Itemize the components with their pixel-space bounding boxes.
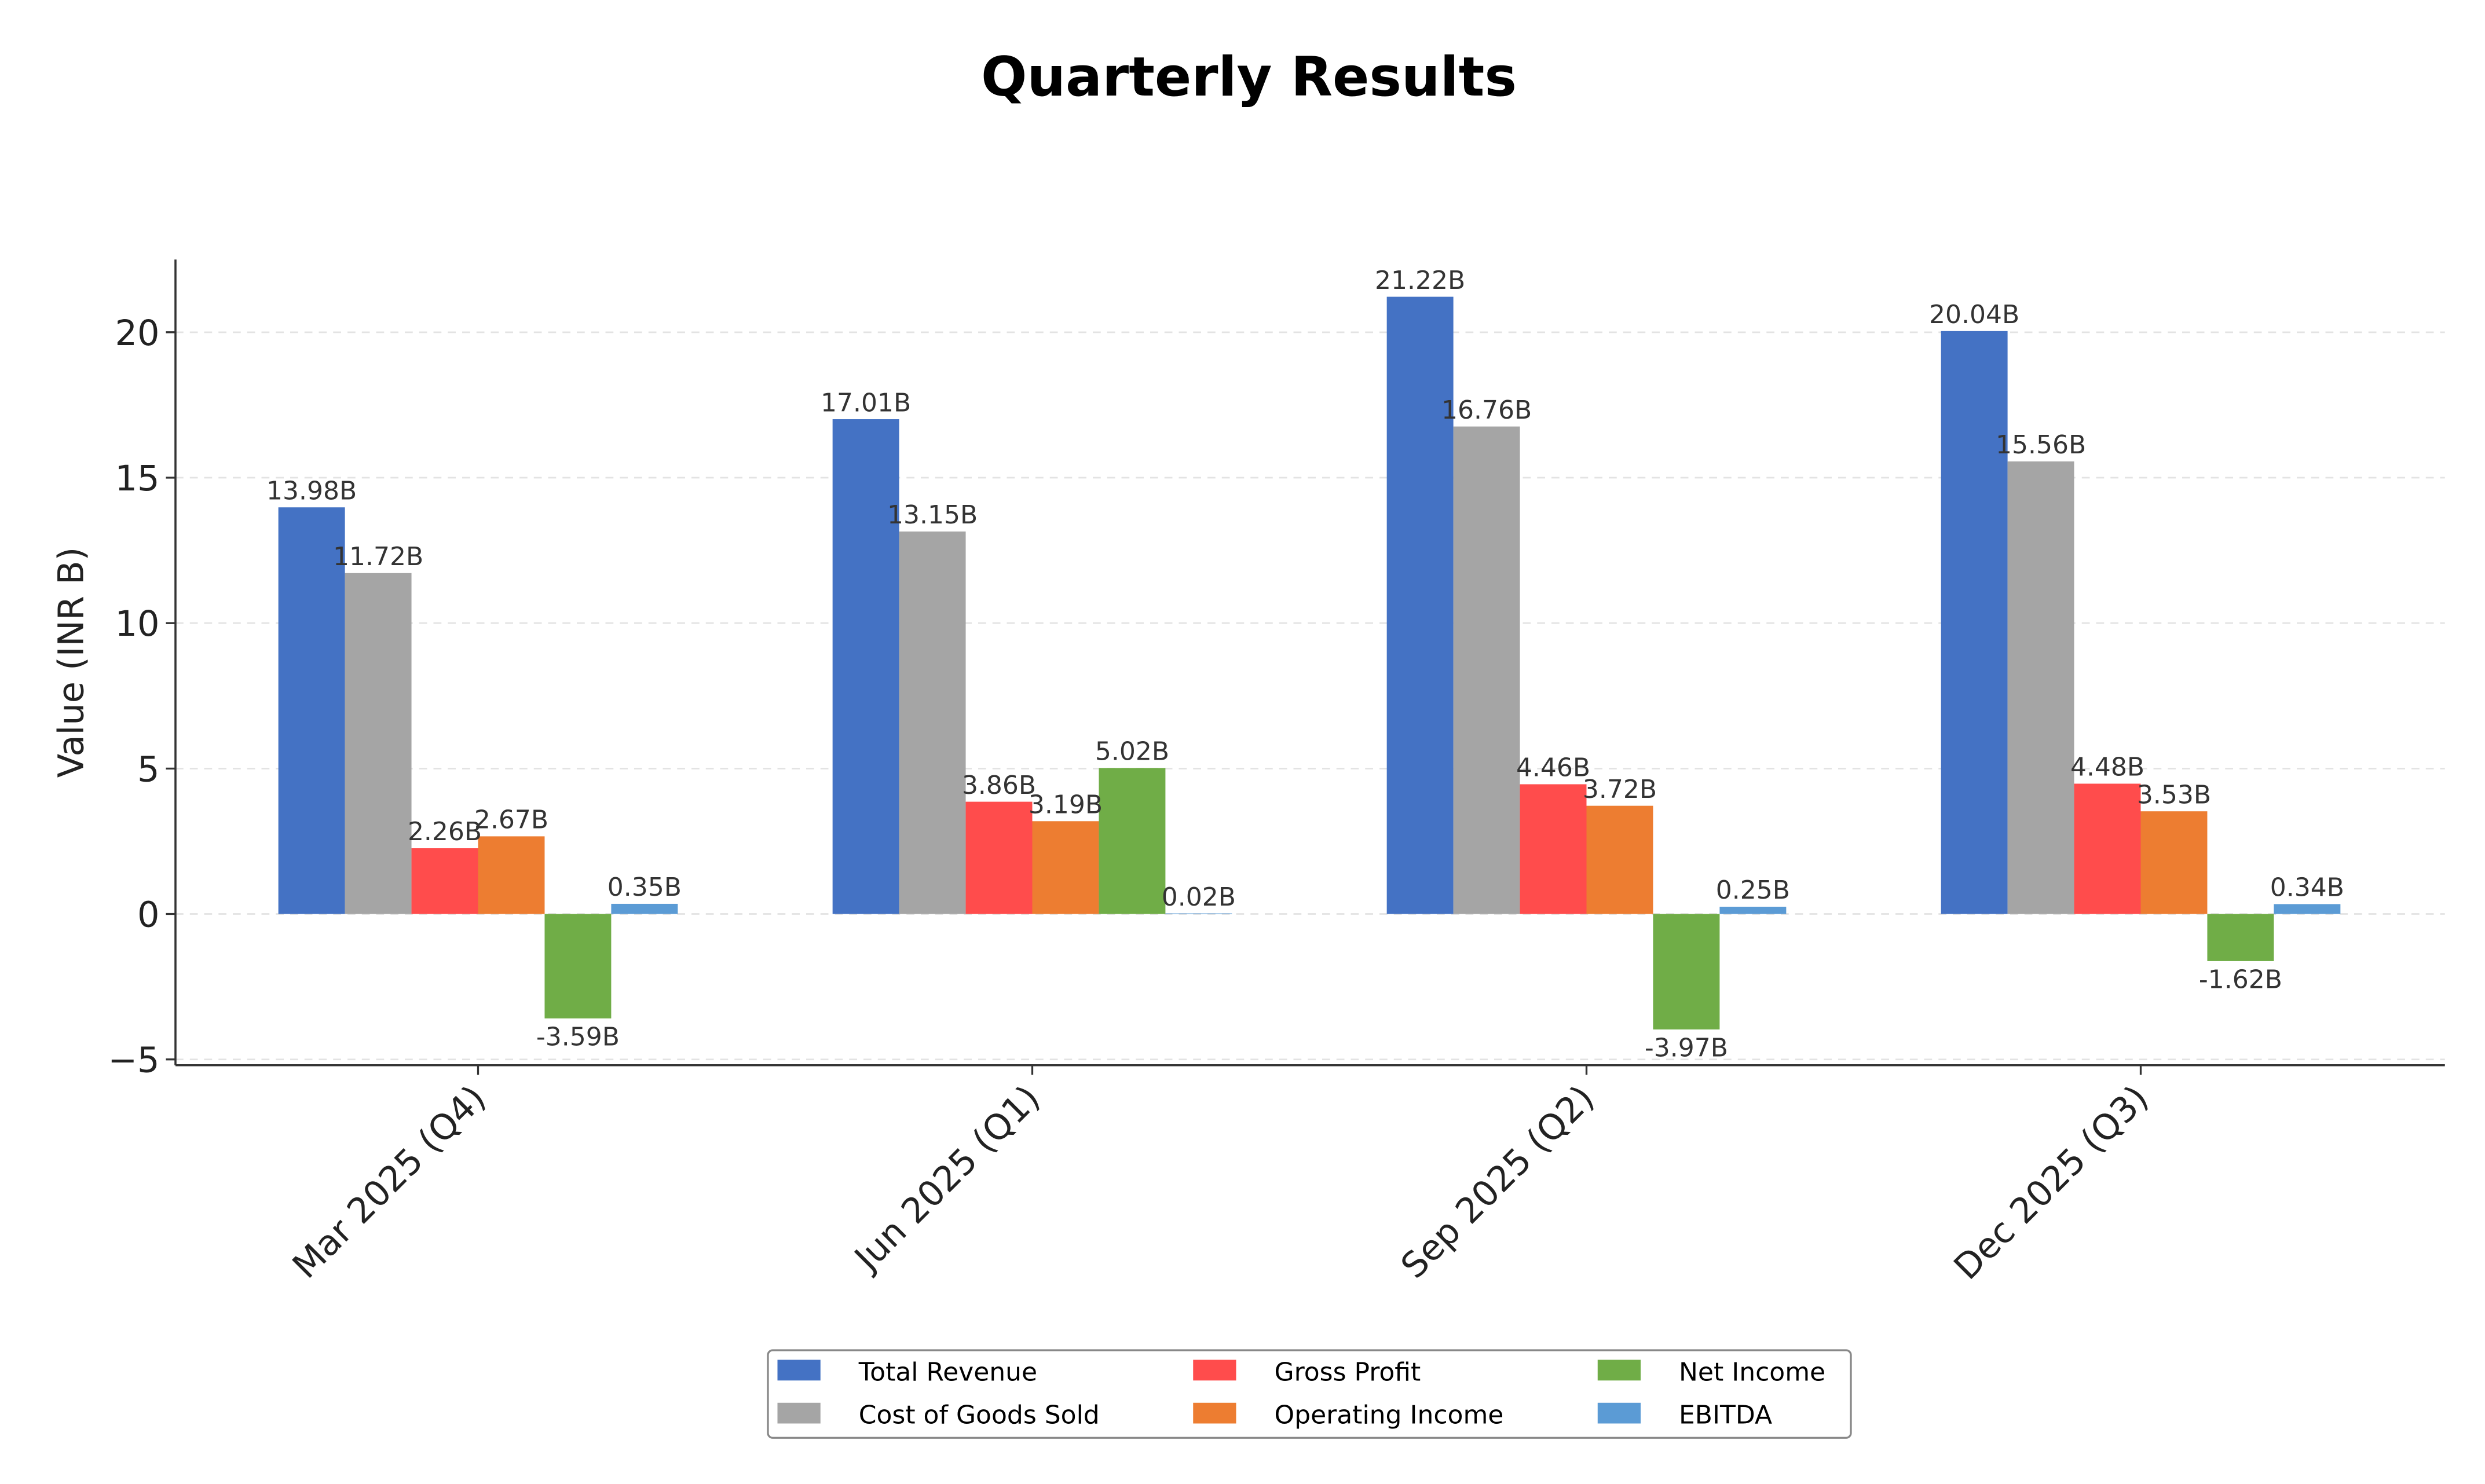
data-label: 13.98B	[266, 476, 357, 505]
y-tick-label: −5	[108, 1040, 159, 1081]
data-label: 5.02B	[1095, 737, 1169, 767]
data-label: 3.53B	[2137, 780, 2211, 809]
bar	[1520, 784, 1587, 914]
y-tick-label: 15	[115, 459, 160, 499]
data-label: 0.35B	[607, 873, 682, 902]
data-label: 16.76B	[1441, 395, 1532, 425]
legend-label: EBITDA	[1679, 1401, 1772, 1430]
y-tick-label: 10	[115, 604, 160, 644]
bars	[278, 296, 2341, 1029]
data-label: 3.72B	[1583, 775, 1657, 804]
legend-label: Cost of Goods Sold	[859, 1401, 1100, 1430]
data-label: 11.72B	[333, 542, 423, 571]
data-label: 2.67B	[474, 805, 548, 835]
x-tick-label: Sep 2025 (Q2)	[1393, 1078, 1602, 1286]
legend-swatch	[1193, 1360, 1236, 1381]
data-label: 2.26B	[408, 817, 482, 847]
data-label: -1.62B	[2199, 965, 2282, 995]
data-label: 3.86B	[962, 771, 1036, 800]
chart-title: Quarterly Results	[981, 46, 1517, 109]
legend-label: Gross Profit	[1275, 1357, 1421, 1387]
x-tick-label: Mar 2025 (Q4)	[285, 1078, 494, 1287]
bar	[1099, 768, 1166, 914]
bar	[2140, 811, 2208, 914]
data-label: 20.04B	[1929, 300, 2019, 329]
data-label: 3.19B	[1029, 790, 1103, 820]
data-label: 0.25B	[1716, 875, 1790, 905]
bar	[1719, 906, 1787, 914]
legend-label: Operating Income	[1275, 1401, 1504, 1430]
data-label: -3.97B	[1645, 1034, 1728, 1063]
y-tick-label: 0	[137, 895, 160, 936]
bar	[1586, 805, 1653, 914]
bar	[1386, 296, 1454, 914]
bar	[478, 836, 545, 914]
legend-swatch	[777, 1360, 821, 1381]
bar	[2274, 904, 2341, 914]
legend-swatch	[1193, 1402, 1236, 1424]
y-tick-label: 20	[115, 313, 160, 354]
bar	[1032, 821, 1099, 914]
data-label: 0.34B	[2270, 873, 2344, 903]
bar	[611, 903, 678, 914]
bar	[2074, 783, 2141, 914]
bar	[2207, 914, 2274, 961]
legend-label: Total Revenue	[858, 1357, 1037, 1387]
legend-swatch	[777, 1402, 821, 1424]
bar	[965, 801, 1033, 914]
bar	[2007, 461, 2074, 914]
y-tick-label: 5	[137, 749, 160, 790]
bar	[1653, 914, 1720, 1029]
data-label: 4.48B	[2070, 753, 2144, 782]
bar	[832, 419, 899, 914]
legend-swatch	[1597, 1360, 1641, 1381]
x-tick-label: Dec 2025 (Q3)	[1946, 1078, 2157, 1288]
bar	[544, 914, 612, 1018]
data-label: 4.46B	[1516, 753, 1590, 783]
grid	[175, 331, 2445, 1061]
data-label: 13.15B	[887, 500, 978, 530]
bar	[411, 848, 478, 914]
bar	[1941, 331, 2008, 914]
data-label: 15.56B	[1996, 430, 2086, 460]
data-label: 0.02B	[1162, 882, 1236, 912]
legend: Total Revenue Cost of Goods Sold Gross Pro…	[767, 1349, 1852, 1439]
data-label: 17.01B	[821, 388, 911, 417]
legend-label: Net Income	[1679, 1357, 1825, 1387]
bar	[278, 507, 345, 914]
y-axis-label: Value (INR B)	[52, 547, 92, 778]
data-label: 21.22B	[1375, 266, 1465, 295]
legend-swatch	[1597, 1402, 1641, 1424]
data-label: -3.59B	[536, 1023, 620, 1052]
x-tick-label: Jun 2025 (Q1)	[846, 1078, 1048, 1280]
bar	[345, 573, 412, 914]
legend-box	[767, 1349, 1852, 1439]
bar	[1453, 426, 1520, 914]
bar	[899, 531, 966, 914]
